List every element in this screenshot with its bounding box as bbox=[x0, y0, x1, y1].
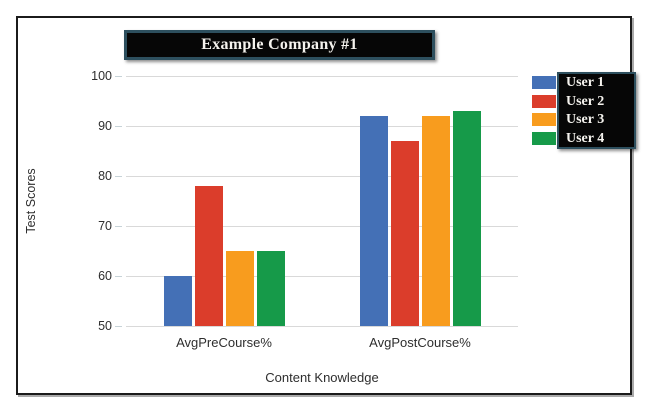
gridline-60 bbox=[126, 276, 518, 277]
x-category-label-0: AvgPreCourse% bbox=[176, 335, 272, 350]
bar-user-2-avgprecourse bbox=[194, 186, 223, 326]
plot-area: 50 60 70 80 90 100 AvgPreCourse% AvgPostCourse% bbox=[91, 69, 518, 350]
chart-frame: Example Company #1 Test Scores 50 60 70 80 9… bbox=[16, 16, 636, 395]
y-tick-90 bbox=[115, 126, 122, 127]
y-tick-label-90: 90 bbox=[98, 119, 112, 133]
bar-user-3-avgpostcourse bbox=[421, 116, 450, 326]
legend-label-user-3: User 3 bbox=[566, 112, 605, 128]
bar-user-4-avgpostcourse bbox=[452, 111, 481, 326]
y-tick-60 bbox=[115, 276, 122, 277]
legend-swatch-user-3 bbox=[532, 113, 556, 127]
bar-user-1-avgpostcourse bbox=[359, 116, 388, 326]
legend-label-user-2: User 2 bbox=[566, 93, 605, 109]
gridline-70 bbox=[126, 226, 518, 227]
x-category-label-1: AvgPostCourse% bbox=[369, 335, 471, 350]
bar-user-2-avgpostcourse bbox=[390, 141, 419, 326]
y-tick-label-100: 100 bbox=[91, 69, 112, 83]
x-axis-title: Content Knowledge bbox=[265, 370, 379, 385]
legend-swatch-user-2 bbox=[532, 94, 556, 108]
legend: User 1 User 2 User 3 User 4 bbox=[532, 72, 636, 149]
gridline-100 bbox=[126, 76, 518, 77]
gridline-80 bbox=[126, 176, 518, 177]
bar-user-1-avgprecourse bbox=[163, 276, 192, 326]
y-tick-label-50: 50 bbox=[98, 319, 112, 333]
y-tick-label-70: 70 bbox=[98, 219, 112, 233]
y-tick-label-80: 80 bbox=[98, 169, 112, 183]
y-tick-100 bbox=[115, 76, 122, 77]
chart-title-box: Example Company #1 bbox=[124, 30, 435, 60]
y-tick-80 bbox=[115, 176, 122, 177]
y-tick-50 bbox=[115, 326, 122, 327]
legend-swatch-user-4 bbox=[532, 131, 556, 145]
chart-title: Example Company #1 bbox=[201, 36, 358, 53]
gridline-50 bbox=[126, 326, 518, 327]
bar-user-4-avgprecourse bbox=[256, 251, 285, 326]
y-tick-label-60: 60 bbox=[98, 269, 112, 283]
legend-label-user-1: User 1 bbox=[566, 75, 605, 90]
y-axis-title: Test Scores bbox=[24, 168, 38, 234]
legend-swatch-user-1 bbox=[532, 76, 556, 89]
legend-label-user-4: User 4 bbox=[566, 130, 605, 146]
bar-user-3-avgprecourse bbox=[225, 251, 254, 326]
legend-box bbox=[557, 72, 636, 149]
gridline-90 bbox=[126, 126, 518, 127]
y-tick-70 bbox=[115, 226, 122, 227]
